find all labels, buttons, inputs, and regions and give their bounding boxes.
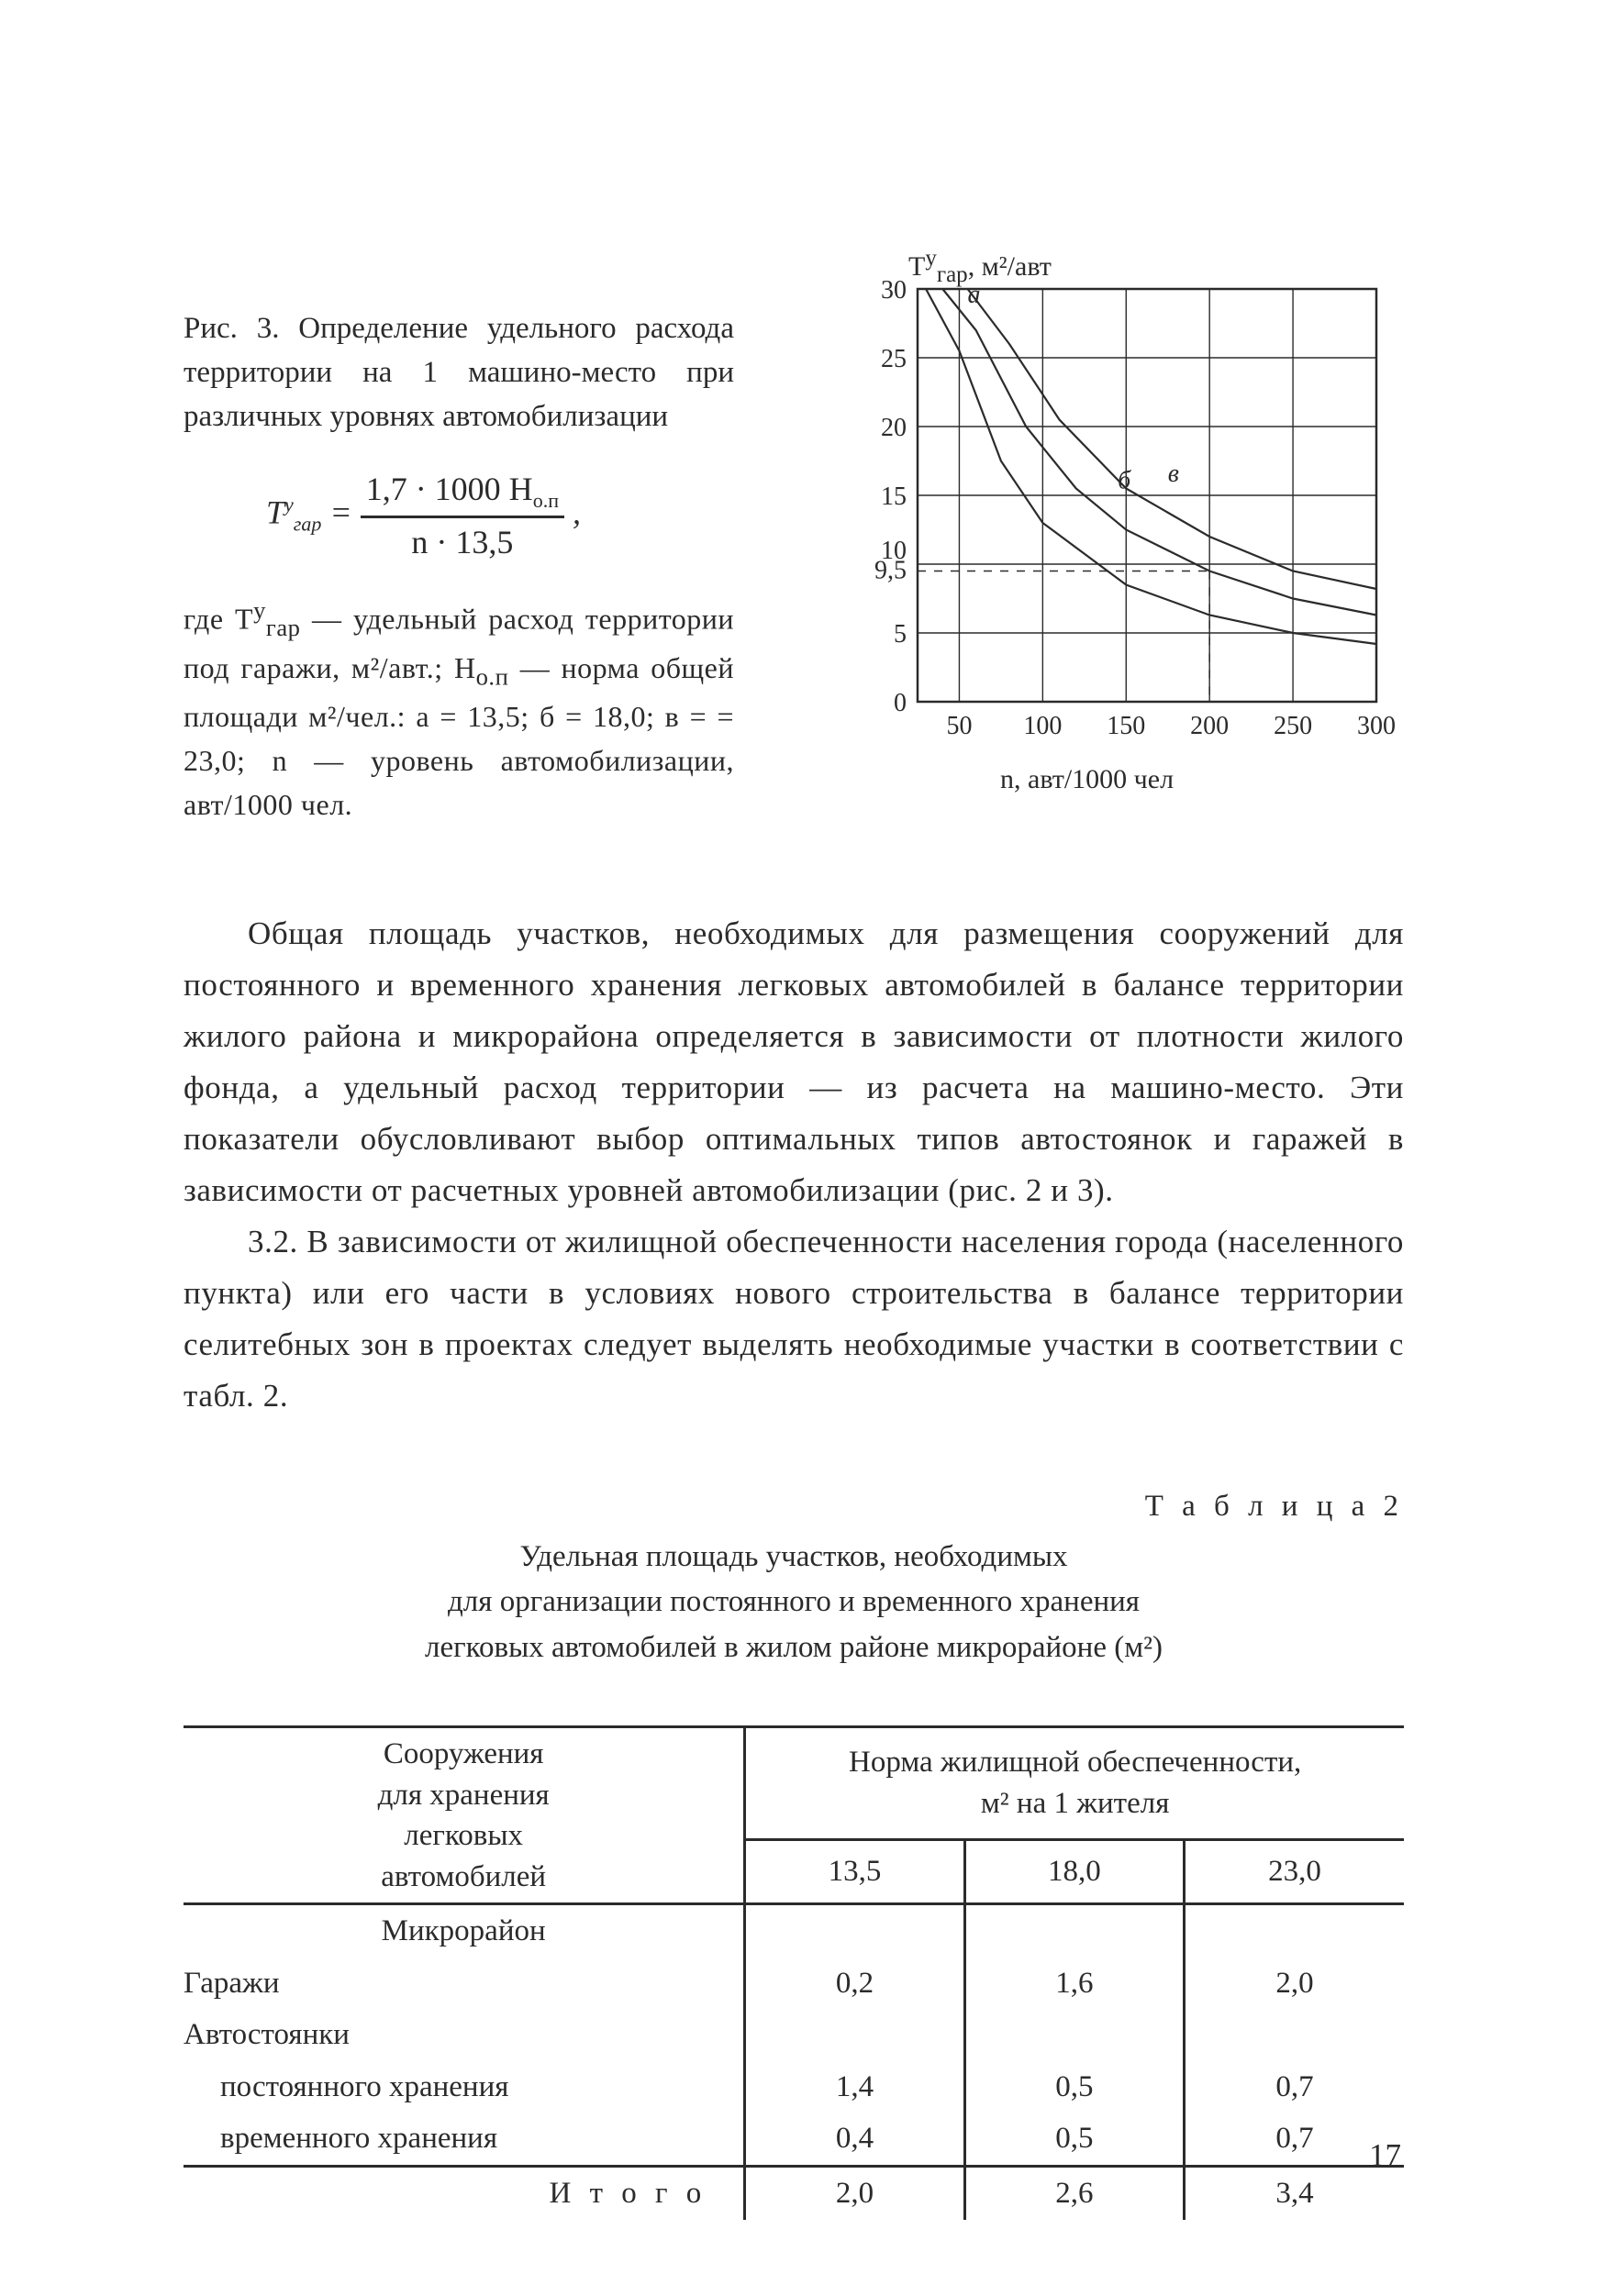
table-cell: 1,4	[745, 2061, 964, 2113]
data-table: Сооружения для хранения легковых автомоб…	[184, 1725, 1404, 2219]
table-cell: 0,2	[745, 1958, 964, 2010]
table-cell	[1185, 2009, 1404, 2061]
total-1: 2,6	[964, 2166, 1184, 2219]
table-body: Гаражи0,21,62,0 Автостоянкипостоянного хр…	[184, 1958, 1404, 2167]
table-row-name: постоянного хранения	[184, 2061, 745, 2113]
svg-text:5: 5	[894, 620, 907, 649]
table-title: Удельная площадь участков, необходимых д…	[184, 1535, 1404, 1671]
page-number: 17	[1369, 2134, 1401, 2177]
svg-text:15: 15	[881, 482, 907, 511]
table-cell: 0,7	[1185, 2061, 1404, 2113]
table-cell: 1,6	[964, 1958, 1184, 2010]
svg-text:50: 50	[946, 712, 972, 740]
svg-text:250: 250	[1274, 712, 1312, 740]
total-label: И т о г о	[184, 2166, 745, 2219]
total-0: 2,0	[745, 2166, 964, 2219]
svg-text:150: 150	[1107, 712, 1145, 740]
figure-chart: Tугар, м²/авт 50100150200250300059,51015…	[817, 252, 1404, 803]
table-row-name: Гаражи	[184, 1958, 745, 2010]
chart-y-title: Tугар, м²/авт	[908, 243, 1052, 291]
col-0: 13,5	[745, 1839, 964, 1903]
figure-caption-column: Рис. 3. Определение удельного расхода те…	[184, 307, 734, 826]
table-head-left: Сооружения для хранения легковых автомоб…	[184, 1727, 745, 1904]
col-1: 18,0	[964, 1839, 1184, 1903]
svg-text:в: в	[1168, 460, 1179, 488]
svg-text:20: 20	[881, 414, 907, 442]
page-content: Рис. 3. Определение удельного расхода те…	[184, 307, 1404, 2220]
svg-text:30: 30	[881, 276, 907, 305]
table-label: Т а б л и ц а 2	[184, 1486, 1404, 1527]
svg-text:0: 0	[894, 689, 907, 717]
table-cell: 0,5	[964, 2113, 1184, 2166]
chart-svg: 50100150200250300059,51015202530абв	[817, 252, 1404, 766]
paragraph-1: Общая площадь участков, необходимых для …	[184, 908, 1404, 1216]
paragraph-2: 3.2. В зависимости от жилищной обеспечен…	[184, 1216, 1404, 1422]
svg-text:б: б	[1118, 467, 1131, 495]
svg-text:300: 300	[1357, 712, 1396, 740]
svg-text:25: 25	[881, 345, 907, 373]
figure-formula: Tугар = 1,7 · 1000 Hо.п n · 13,5 ,	[266, 465, 734, 566]
figure-caption: Рис. 3. Определение удельного расхода те…	[184, 307, 734, 439]
svg-text:10: 10	[881, 537, 907, 565]
table-row-name: временного хранения	[184, 2113, 745, 2166]
svg-text:200: 200	[1190, 712, 1229, 740]
table-cell	[964, 2009, 1184, 2061]
table-cell: 0,4	[745, 2113, 964, 2166]
figure-block: Рис. 3. Определение удельного расхода те…	[184, 307, 1404, 858]
section-row: Микрорайон	[184, 1904, 745, 1958]
table-head-right: Норма жилищной обеспеченности, м² на 1 ж…	[745, 1727, 1404, 1840]
figure-where: где Tугар — удельный расход территории п…	[184, 592, 734, 826]
table-cell: 2,0	[1185, 1958, 1404, 2010]
svg-text:100: 100	[1023, 712, 1062, 740]
col-2: 23,0	[1185, 1839, 1404, 1903]
chart-x-title: n, авт/1000 чел	[1000, 761, 1174, 799]
table-row-name: Автостоянки	[184, 2009, 745, 2061]
table-cell: 0,5	[964, 2061, 1184, 2113]
table-cell	[745, 2009, 964, 2061]
